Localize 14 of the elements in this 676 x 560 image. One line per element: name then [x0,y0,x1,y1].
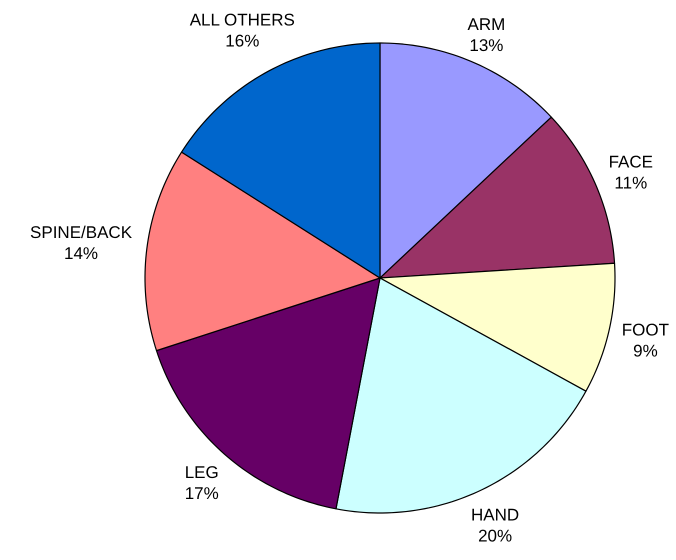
data-label: 20% [478,526,512,546]
data-label: 17% [184,484,219,504]
slice-label: HAND [471,506,520,525]
slice-label: ARM [468,15,506,34]
slice-label: ALL OTHERS [190,10,295,30]
data-label: 9% [633,341,658,360]
data-label: 16% [225,32,260,51]
slice-label: SPINE/BACK [30,223,133,242]
slice-label: LEG [184,463,219,482]
data-label: 11% [614,173,648,192]
data-label: 14% [64,244,98,264]
slice-label: FOOT [622,320,670,340]
data-label: 13% [469,36,504,56]
slice-label: FACE [608,152,654,172]
